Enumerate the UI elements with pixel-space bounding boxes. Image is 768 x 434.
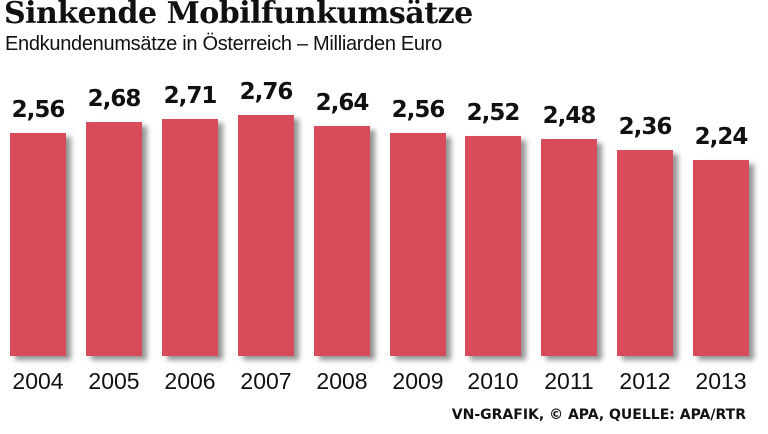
value-label: 2,76 <box>239 79 294 105</box>
bar-group: 2,52 <box>465 100 521 356</box>
bar <box>465 136 521 356</box>
bar <box>10 133 66 356</box>
bar <box>86 122 142 356</box>
bar <box>162 119 218 356</box>
value-label: 2,24 <box>694 124 749 150</box>
bar-group: 2,64 <box>314 90 370 356</box>
x-tick-label: 2010 <box>467 368 519 394</box>
bar-group: 2,24 <box>693 124 749 356</box>
bar-group: 2,68 <box>86 86 142 356</box>
value-label: 2,56 <box>391 97 446 123</box>
x-tick-label: 2008 <box>316 368 368 394</box>
bar <box>617 150 673 356</box>
bar-group: 2,76 <box>238 79 294 356</box>
value-label: 2,56 <box>11 97 66 123</box>
bar-group: 2,48 <box>541 103 597 356</box>
bar <box>541 139 597 356</box>
value-label: 2,64 <box>315 90 370 116</box>
bar <box>693 160 749 356</box>
x-tick-label: 2013 <box>695 368 747 394</box>
source-credit: VN-GRAFIK, © APA, QUELLE: APA/RTR <box>451 407 746 423</box>
value-label: 2,52 <box>466 100 521 126</box>
x-tick-label: 2012 <box>619 368 671 394</box>
bar-group: 2,56 <box>390 97 446 356</box>
x-tick-label: 2004 <box>12 368 64 394</box>
value-label: 2,48 <box>542 103 597 129</box>
bar-group: 2,71 <box>162 83 218 356</box>
value-label: 2,68 <box>87 86 142 112</box>
chart-subtitle: Endkundenumsätze in Österreich – Milliar… <box>5 33 442 55</box>
value-label: 2,71 <box>163 83 218 109</box>
x-tick-label: 2009 <box>392 368 444 394</box>
x-tick-label: 2005 <box>88 368 140 394</box>
x-tick-label: 2006 <box>164 368 216 394</box>
bar-group: 2,36 <box>617 114 673 356</box>
bar-group: 2,56 <box>10 97 66 356</box>
bar <box>314 126 370 356</box>
bar <box>390 133 446 356</box>
value-label: 2,36 <box>618 114 673 140</box>
bar <box>238 115 294 356</box>
chart-title: Sinkende Mobilfunkumsätze <box>4 0 473 31</box>
x-tick-label: 2011 <box>544 368 594 394</box>
x-tick-label: 2007 <box>240 368 292 394</box>
